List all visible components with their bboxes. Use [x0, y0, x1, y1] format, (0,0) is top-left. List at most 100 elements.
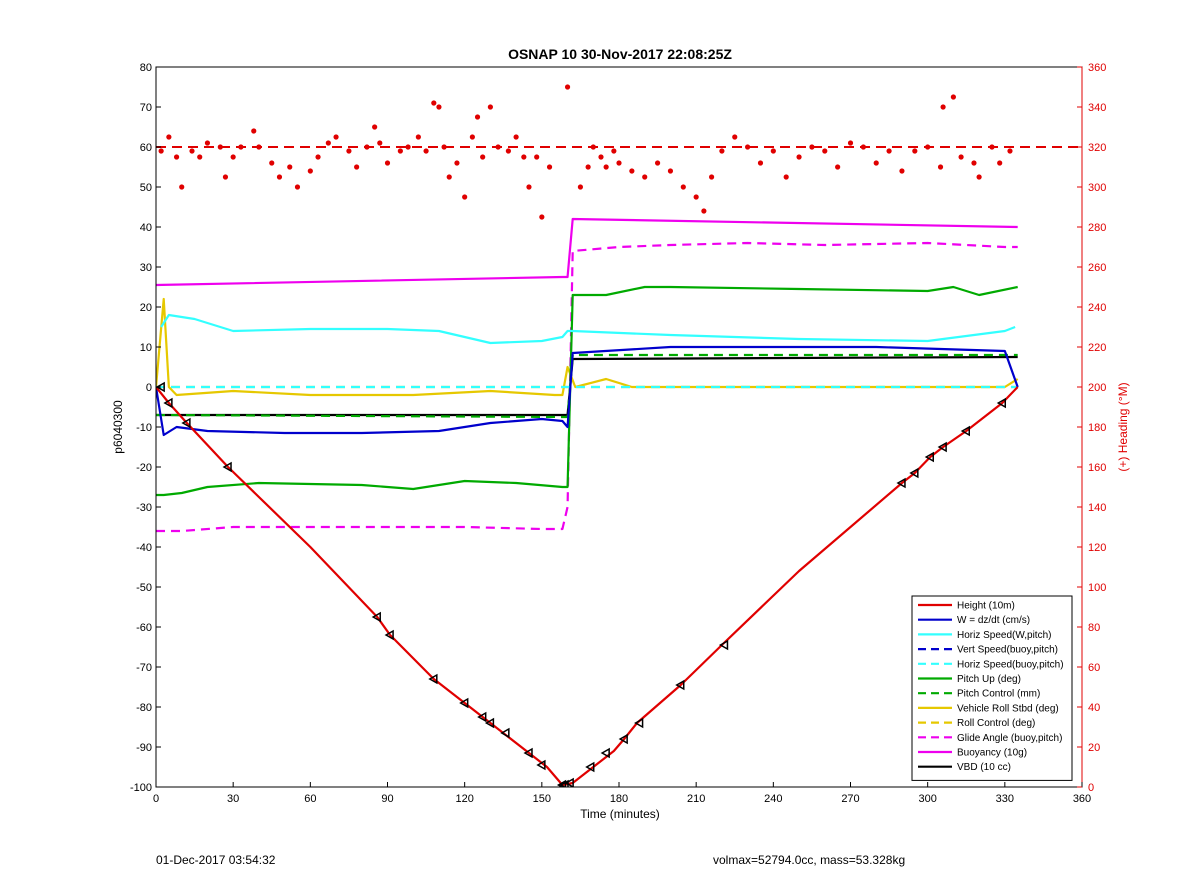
height-marker: [675, 679, 685, 691]
height-marker: [536, 759, 546, 771]
height-marker: [559, 779, 569, 787]
heading-point: [940, 104, 946, 110]
height-marker: [937, 441, 947, 453]
heading-point: [770, 148, 776, 154]
footer-timestamp: 01-Dec-2017 03:54:32: [156, 853, 276, 867]
height-marker: [156, 381, 165, 393]
y-tick-label: -20: [136, 462, 152, 474]
heading-point: [732, 134, 738, 140]
x-tick-label: 300: [918, 793, 936, 805]
y2-tick-label: 80: [1088, 622, 1100, 634]
heading-point: [197, 154, 203, 160]
heading-point: [487, 104, 493, 110]
height-marker: [428, 673, 438, 685]
y-tick-label: -30: [136, 502, 152, 514]
y-tick-label: -100: [130, 782, 152, 794]
heading-point: [495, 144, 501, 150]
y-tick-label: 70: [140, 102, 152, 114]
heading-point: [598, 154, 604, 160]
heading-point: [397, 148, 403, 154]
height-marker: [564, 777, 574, 787]
legend: Height (10m) W = dz/dt (cm/s) Horiz Speed(…: [911, 595, 1073, 781]
heading-point: [474, 114, 481, 120]
y2-tick-label: 240: [1088, 302, 1106, 314]
heading-point: [654, 160, 661, 166]
heading-point: [446, 174, 452, 180]
heading-point: [539, 214, 545, 220]
series-glide-angle-buoy-pitch: [156, 241, 1018, 533]
height-marker: [718, 639, 729, 651]
y-tick-label: -50: [136, 582, 152, 594]
heading-point: [642, 174, 648, 180]
legend-label: Roll Control (deg): [957, 718, 1035, 729]
height-marker: [556, 779, 567, 787]
y2-tick-label: 120: [1088, 542, 1106, 554]
heading-point: [173, 154, 180, 160]
heading-point: [204, 140, 211, 146]
y2-axis-label: (+) Heading (°M): [1116, 382, 1130, 471]
y-tick-label: -10: [136, 422, 152, 434]
height-marker: [960, 425, 970, 437]
heading-point: [971, 160, 977, 166]
x-axis-label: Time (minutes): [580, 807, 660, 821]
x-tick-label: 150: [533, 793, 551, 805]
height-marker: [477, 711, 487, 723]
legend-label: Horiz Speed(buoy,pitch): [957, 659, 1064, 670]
height-marker: [909, 467, 919, 479]
x-tick-label: 210: [687, 793, 705, 805]
heading-point: [886, 148, 892, 154]
heading-point: [222, 174, 229, 180]
y2-tick-label: 260: [1088, 262, 1106, 274]
height-marker: [634, 717, 644, 729]
heading-point: [307, 168, 313, 174]
y-tick-label: -70: [136, 662, 152, 674]
y2-tick-label: 180: [1088, 422, 1106, 434]
heading-point: [189, 148, 195, 154]
heading-point: [603, 164, 609, 170]
heading-point: [179, 184, 185, 190]
height-marker: [459, 697, 469, 709]
y2-tick-label: 100: [1088, 582, 1106, 594]
height-marker: [996, 397, 1007, 409]
heading-point: [783, 174, 789, 180]
heading-point: [346, 148, 352, 154]
y-tick-label: 40: [140, 222, 152, 234]
plot-area: [156, 84, 1082, 787]
legend-label: Horiz Speed(W,pitch): [957, 630, 1051, 641]
y-tick-label: 30: [140, 262, 152, 274]
series-horiz-speed-w-pitch: [160, 313, 1016, 345]
heading-point: [276, 174, 283, 180]
heading-point: [287, 164, 293, 170]
heading-point: [577, 184, 584, 190]
height-marker: [924, 451, 934, 463]
heading-point: [912, 148, 918, 154]
x-tick-label: 60: [304, 793, 316, 805]
height-marker: [896, 477, 906, 489]
y2-tick-label: 60: [1088, 662, 1100, 674]
height-marker: [618, 733, 628, 745]
height-marker: [371, 611, 381, 623]
heading-point: [480, 154, 486, 160]
heading-point: [526, 184, 532, 190]
y2-tick-label: 360: [1088, 62, 1106, 74]
heading-point: [925, 144, 931, 150]
y-tick-label: 10: [140, 342, 152, 354]
height-marker: [585, 761, 595, 773]
y2-tick-label: 280: [1088, 222, 1106, 234]
heading-point: [989, 144, 995, 150]
y2-tick-label: 160: [1088, 462, 1106, 474]
heading-point: [294, 184, 301, 190]
legend-label: Buoyancy (10g): [957, 748, 1027, 759]
heading-point: [441, 144, 447, 150]
heading-point: [377, 140, 383, 146]
heading-point: [693, 194, 699, 200]
x-tick-label: 30: [227, 793, 239, 805]
chart-title: OSNAP 10 30-Nov-2017 22:08:25Z: [508, 46, 732, 62]
heading-point: [513, 134, 519, 140]
x-tick-label: 0: [153, 793, 159, 805]
legend-label: VBD (10 cc): [957, 762, 1011, 773]
y-tick-label: 80: [140, 62, 152, 74]
x-tick-label: 180: [610, 793, 628, 805]
series-group: [156, 84, 1082, 787]
y2-tick-label: 140: [1088, 502, 1106, 514]
